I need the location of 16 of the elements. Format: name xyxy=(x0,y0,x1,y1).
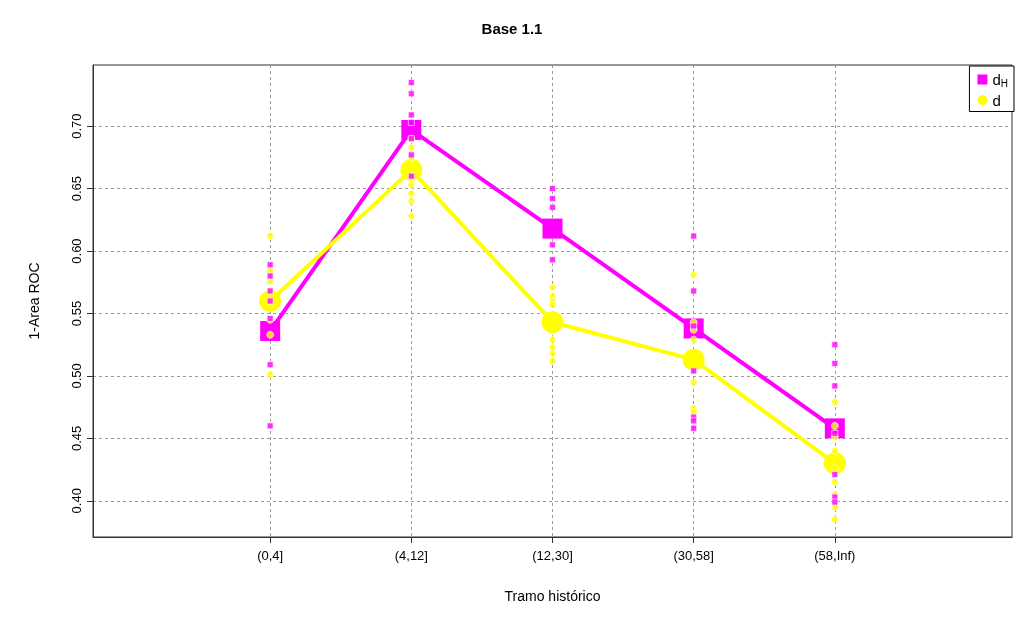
y-axis-title: 1-Area ROC xyxy=(26,262,42,340)
x-tick-label: (58,Inf) xyxy=(814,548,856,563)
x-tick-label: (12,30] xyxy=(532,548,573,563)
y-tick-label: 0.70 xyxy=(69,113,84,139)
x-axis-title: Tramo histórico xyxy=(504,588,601,604)
chart-title: Base 1.1 xyxy=(481,20,543,37)
y-tick-label: 0.65 xyxy=(69,175,84,202)
y-tick-label: 0.45 xyxy=(69,425,84,452)
y-tick-label: 0.55 xyxy=(69,300,84,327)
legend-label: d xyxy=(992,91,1001,109)
y-tick-label: 0.60 xyxy=(69,238,84,264)
y-tick-label: 0.50 xyxy=(69,363,84,389)
x-tick-label: (30,58] xyxy=(673,548,714,563)
y-tick-label: 0.40 xyxy=(69,488,84,514)
x-tick-label: (4,12] xyxy=(394,548,428,563)
x-tick-label: (0,4] xyxy=(257,548,284,563)
